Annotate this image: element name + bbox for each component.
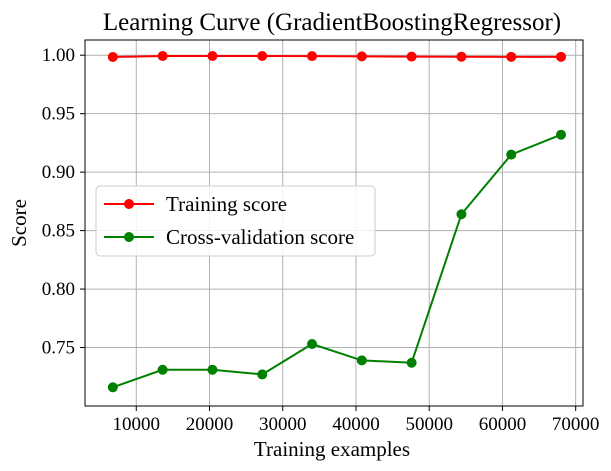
x-tick-label: 30000 — [259, 414, 307, 435]
x-axis-ticks: 10000 20000 30000 40000 50000 60000 70000 — [113, 406, 600, 435]
y-tick-label: 0.85 — [42, 221, 75, 242]
plot-frame — [84, 39, 584, 407]
data-point-cv — [456, 209, 467, 220]
legend-label-training: Training score — [166, 192, 287, 216]
data-point-training — [406, 51, 417, 62]
data-point-cv — [207, 364, 218, 375]
data-point-cv — [157, 364, 168, 375]
data-point-training — [107, 51, 118, 62]
legend-box — [95, 185, 376, 257]
y-axis-ticks: 0.75 0.80 0.85 0.90 0.95 1.00 — [42, 45, 85, 359]
legend-marker-cv — [124, 232, 134, 242]
y-axis-label: Score — [7, 199, 31, 247]
y-tick-label: 0.80 — [42, 279, 75, 300]
x-tick-label: 60000 — [479, 414, 527, 435]
legend-marker-training — [124, 199, 134, 209]
series-cv — [107, 129, 567, 393]
data-point-cv — [506, 149, 517, 160]
legend: Training score Cross-validation score — [95, 185, 376, 257]
series-line-cv — [112, 133, 562, 389]
series-layer — [107, 51, 567, 393]
data-point-cv — [356, 355, 367, 366]
data-point-training — [157, 51, 168, 62]
series-line-training — [112, 55, 562, 58]
legend-label-cv: Cross-validation score — [166, 225, 354, 249]
data-point-training — [207, 51, 218, 62]
y-tick-label: 0.90 — [42, 162, 75, 183]
data-point-training — [257, 51, 268, 62]
x-tick-label: 10000 — [113, 414, 161, 435]
x-tick-label: 40000 — [332, 414, 380, 435]
series-training — [107, 51, 567, 62]
data-point-cv — [257, 369, 268, 380]
data-point-training — [556, 51, 567, 62]
data-point-training — [307, 51, 318, 62]
data-point-training — [356, 51, 367, 62]
y-tick-label: 1.00 — [42, 45, 75, 66]
chart-title: Learning Curve (GradientBoostingRegresso… — [103, 9, 561, 36]
x-tick-label: 70000 — [552, 414, 600, 435]
x-tick-label: 50000 — [405, 414, 453, 435]
x-tick-label: 20000 — [186, 414, 234, 435]
data-point-training — [506, 51, 517, 62]
y-tick-label: 0.95 — [42, 104, 75, 125]
data-point-training — [456, 51, 467, 62]
data-point-cv — [107, 382, 118, 393]
data-point-cv — [307, 339, 318, 350]
data-point-cv — [556, 129, 567, 140]
x-axis-label: Training examples — [254, 437, 410, 461]
data-point-cv — [406, 357, 417, 368]
y-tick-label: 0.75 — [42, 338, 75, 359]
